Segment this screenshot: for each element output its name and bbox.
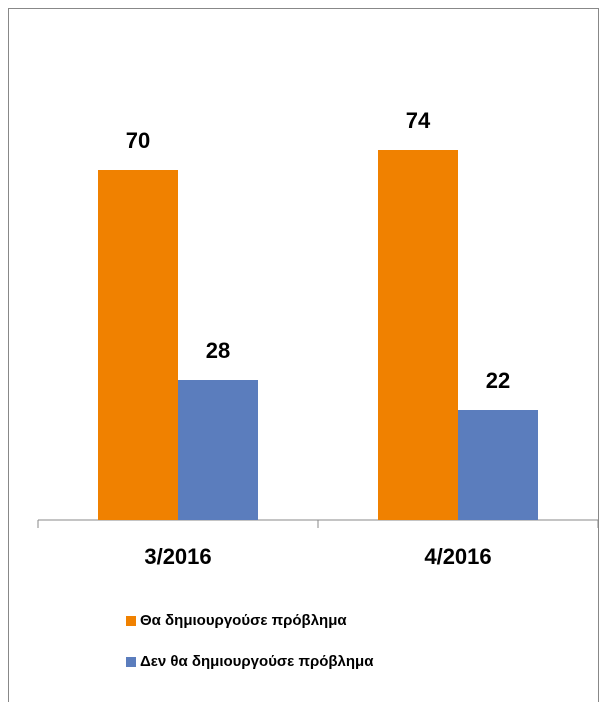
data-label: 70 [126,128,150,153]
chart-frame [8,8,599,702]
bar [378,150,458,520]
legend-label: Θα δημιουργούσε πρόβλημα [140,612,347,629]
x-tick-label: 3/2016 [144,544,211,569]
data-label: 74 [406,108,431,133]
x-tick-label: 4/2016 [424,544,491,569]
legend-swatch [126,616,136,626]
bar [98,170,178,520]
bar [178,380,258,520]
legend-label: Δεν θα δημιουργούσε πρόβλημα [140,653,374,670]
bar [458,410,538,520]
legend-swatch [126,657,136,667]
data-label: 28 [206,338,230,363]
data-label: 22 [486,368,510,393]
